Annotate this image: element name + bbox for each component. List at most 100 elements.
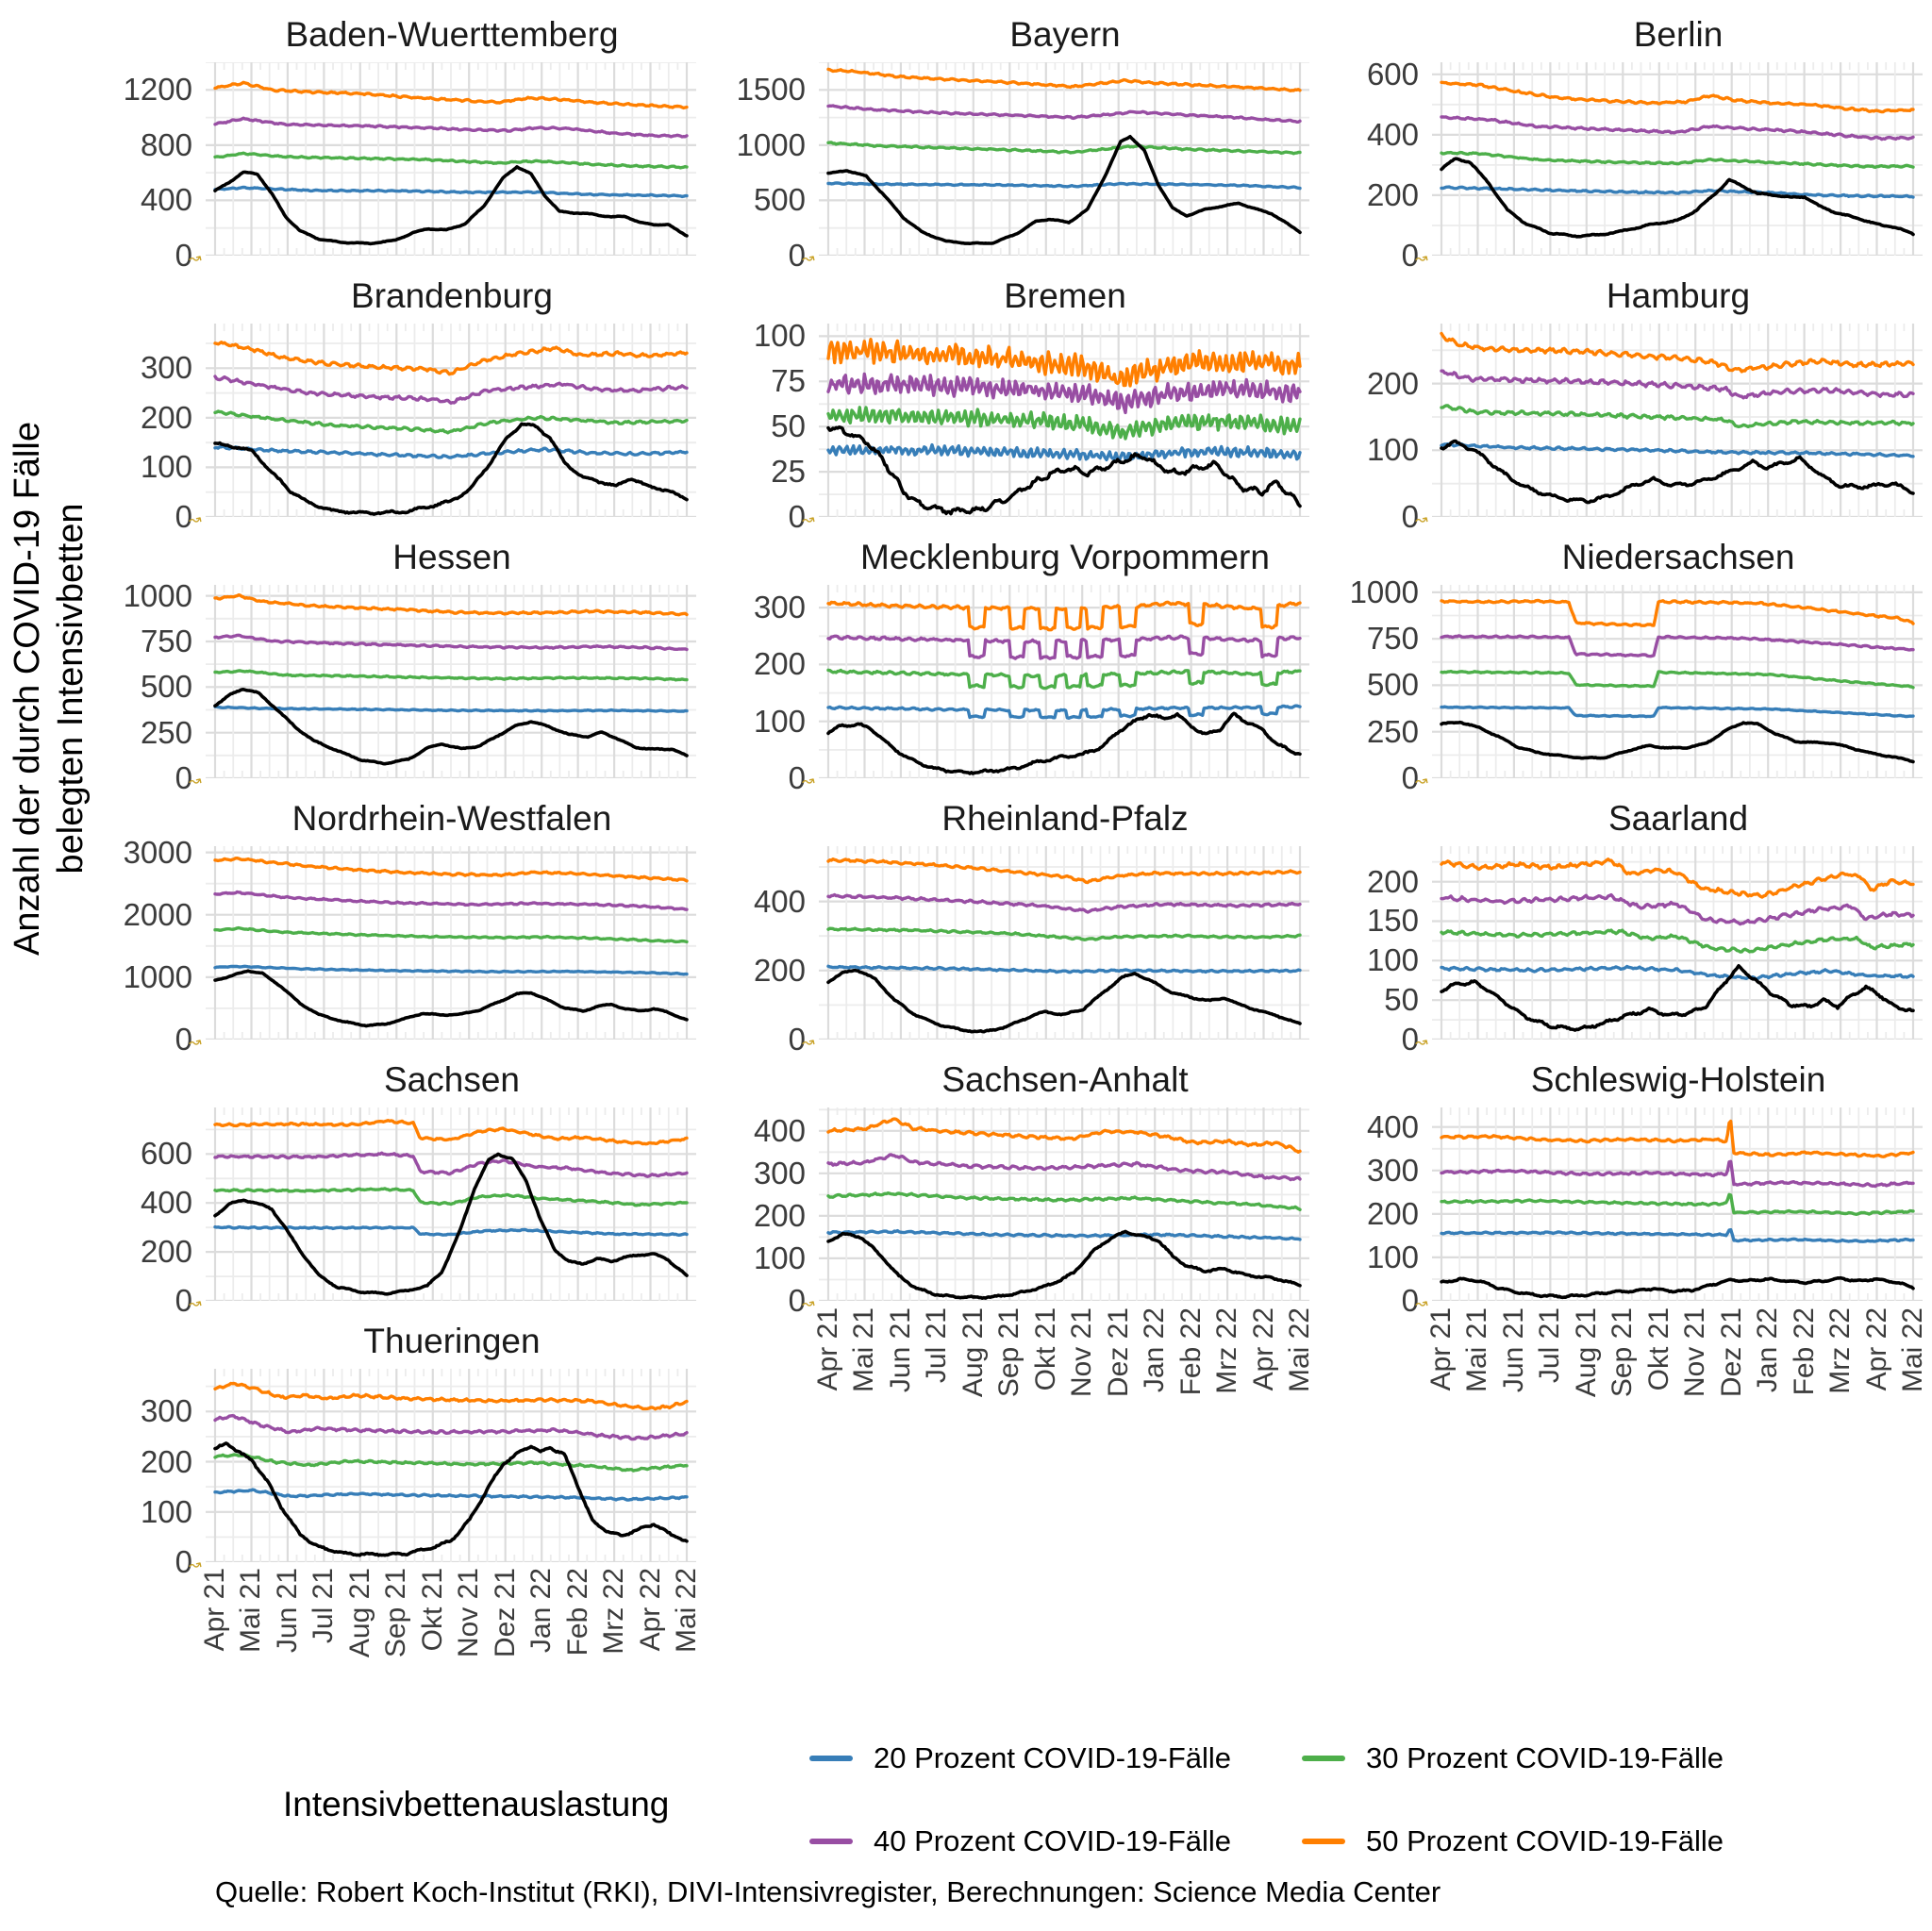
series-line-actual xyxy=(1440,964,1915,1032)
x-tick-label: Sep 21 xyxy=(991,1307,1027,1470)
panel-body: 0 100 200 300 400 xyxy=(698,1107,1311,1318)
y-tick-label: 150 xyxy=(1366,903,1419,939)
legend-entry-label: 50 Prozent COVID-19-Fälle xyxy=(1366,1824,1724,1857)
x-tick-label: Jun 21 xyxy=(270,1568,306,1730)
y-axis-ticks: 0 100 200 300 400 xyxy=(698,1107,819,1318)
y-tick-label: 500 xyxy=(140,669,192,705)
x-tick-label: Apr 21 xyxy=(810,1307,846,1470)
legend-entry-50-prozent: 50 Prozent COVID-19-Fälle xyxy=(1302,1824,1724,1858)
x-tick-label-text: Mai 21 xyxy=(235,1568,267,1654)
panel-title: Hessen xyxy=(392,538,511,576)
series-line-p40 xyxy=(1440,1159,1915,1189)
y-tick-label: 200 xyxy=(753,952,806,988)
series-line-p30 xyxy=(213,925,689,944)
y-axis-ticks: 0 250 500 750 1000 xyxy=(1311,574,1432,795)
y-tick-label: 300 xyxy=(1366,1152,1419,1188)
panel-title: Rheinland-Pfalz xyxy=(941,799,1189,838)
x-tick-label: Nov 21 xyxy=(1064,1307,1100,1470)
y-tick-label: 0 xyxy=(175,1544,192,1579)
series-line-p40 xyxy=(1440,634,1915,658)
y-tick-label: 75 xyxy=(771,363,806,399)
y-tick-label: 400 xyxy=(1366,116,1419,152)
plot-area xyxy=(819,585,1309,780)
panel-title: Brandenburg xyxy=(351,276,553,315)
x-tick-label: Apr 22 xyxy=(633,1568,669,1730)
plot-svg xyxy=(206,846,696,1041)
panel-body: 0 25 50 75 100 xyxy=(698,318,1311,534)
panel-title: Hamburg xyxy=(1606,276,1751,315)
series-line-p30 xyxy=(1440,150,1915,169)
x-tick-label-text: Apr 21 xyxy=(1425,1307,1457,1391)
x-axis-column-3: Apr 21 Mai 21 Jun 21 Jul 21 Aug 21 Sep 21 Okt … xyxy=(1425,1307,1928,1475)
series-line-p50 xyxy=(826,338,1302,388)
x-tick-label: Jan 22 xyxy=(1750,1307,1786,1470)
series-line-p40 xyxy=(826,634,1302,660)
panel-bremen: Bremen 0 25 50 75 100 ↝ xyxy=(698,269,1311,534)
series-line-p40 xyxy=(826,1153,1302,1182)
panel-title: Saarland xyxy=(1607,799,1749,838)
series-line-p20 xyxy=(826,964,1302,974)
series-line-p40 xyxy=(213,375,689,405)
panel-title: Schleswig-Holstein xyxy=(1530,1060,1826,1099)
series-line-p30 xyxy=(826,141,1302,156)
legend-title: Intensivbettenauslastung xyxy=(283,1785,670,1823)
x-tick-label-text: Feb 22 xyxy=(1788,1307,1820,1396)
y-tick-label: 800 xyxy=(140,126,192,162)
x-tick-label-text: Feb 22 xyxy=(561,1568,593,1656)
x-tick-label-text: Mai 22 xyxy=(1897,1307,1928,1393)
plot-svg xyxy=(819,846,1309,1041)
series-line-p50 xyxy=(1440,331,1915,374)
panel-title: Mecklenburg Vorpommern xyxy=(860,538,1270,576)
series-line-p20 xyxy=(213,185,689,199)
y-axis-ticks: 0 100 200 xyxy=(1311,324,1432,534)
panel-thueringen: Thueringen 0 100 200 300 ↝ xyxy=(85,1314,698,1579)
y-tick-label: 0 xyxy=(175,238,192,273)
y-tick-label: 1200 xyxy=(123,72,192,108)
x-tick-label-text: Sep 21 xyxy=(380,1568,412,1658)
y-tick-label: 1000 xyxy=(123,958,192,994)
y-tick-label: 0 xyxy=(1401,238,1419,273)
y-axis-title-line1: Anzahl der durch COVID-19 Fälle xyxy=(7,421,47,957)
x-tick-label: Apr 21 xyxy=(1424,1307,1459,1470)
y-axis-ticks: 0 200 400 600 xyxy=(1311,57,1432,273)
panel-body: 0 250 500 750 1000 xyxy=(1311,574,1924,795)
y-tick-label: 500 xyxy=(753,182,806,218)
series-line-p50 xyxy=(1440,857,1915,899)
x-tick-label: Sep 21 xyxy=(378,1568,414,1730)
series-line-p50 xyxy=(213,1119,689,1146)
series-line-p40 xyxy=(1440,892,1915,926)
plot-svg xyxy=(1432,585,1923,780)
plot-svg xyxy=(206,1107,696,1303)
y-axis-ticks: 0 100 200 300 400 xyxy=(1311,1107,1432,1318)
legend-entry-30-prozent: 30 Prozent COVID-19-Fälle xyxy=(1302,1741,1724,1775)
y-tick-label: 200 xyxy=(140,1443,192,1479)
panel-body: 0 200 400 xyxy=(698,846,1311,1057)
series-line-p40 xyxy=(213,1151,689,1178)
series-line-p30 xyxy=(213,409,689,435)
panel-schleswig-holstein: Schleswig-Holstein 0 100 200 300 400 ↝ xyxy=(1311,1053,1924,1318)
series-line-p40 xyxy=(1440,115,1915,141)
panel-baden-wuerttemberg: Baden-Wuerttemberg 0 400 800 1200 ↝ xyxy=(85,8,698,273)
x-tick-label-text: Mai 21 xyxy=(1461,1307,1493,1393)
y-tick-label: 0 xyxy=(788,760,806,795)
series-line-p20 xyxy=(213,444,689,459)
y-tick-label: 750 xyxy=(1366,621,1419,657)
series-line-p30 xyxy=(1440,404,1915,429)
x-tick-label-text: Mrz 22 xyxy=(598,1568,630,1655)
plot-svg xyxy=(206,61,696,258)
series-line-actual xyxy=(213,1152,689,1296)
x-tick-label: Feb 22 xyxy=(1174,1307,1209,1470)
y-tick-label: 200 xyxy=(1366,863,1419,899)
series-line-p30 xyxy=(826,668,1302,691)
plot-area xyxy=(819,846,1309,1041)
panel-hamburg: Hamburg 0 100 200 ↝ xyxy=(1311,269,1924,534)
x-tick-label: Mai 22 xyxy=(669,1568,705,1730)
x-tick-label: Okt 21 xyxy=(1641,1307,1677,1470)
series-line-p30 xyxy=(826,1191,1302,1211)
plot-svg xyxy=(206,1369,696,1564)
series-line-p20 xyxy=(826,442,1302,463)
series-line-p40 xyxy=(213,890,689,911)
series-line-actual xyxy=(213,422,689,516)
legend-entry-label: 30 Prozent COVID-19-Fälle xyxy=(1366,1741,1724,1774)
panel-body: 0 100 200 300 xyxy=(85,324,698,534)
